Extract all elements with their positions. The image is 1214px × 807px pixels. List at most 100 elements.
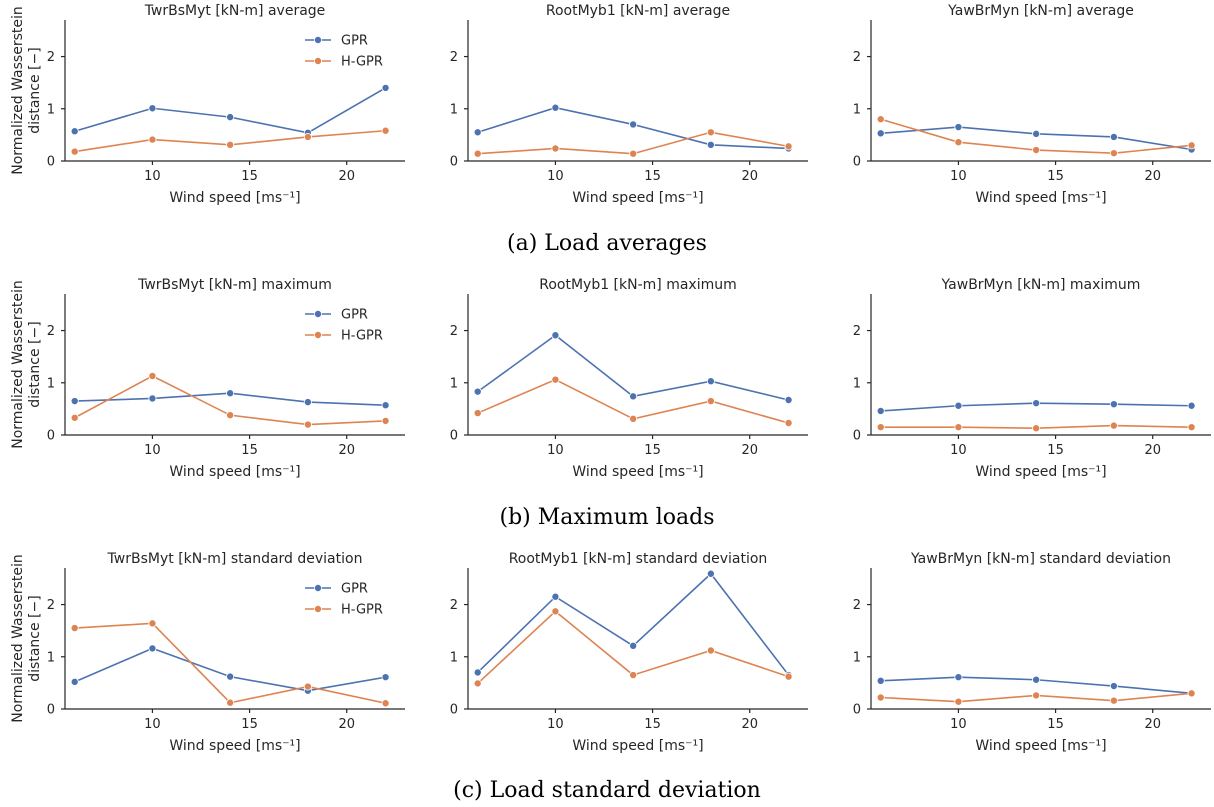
legend-label: H-GPR [341, 603, 383, 618]
data-point-gpr [226, 672, 235, 681]
data-point-h-gpr [303, 682, 312, 691]
chart-title: YawBrMyn [kN-m] maximum [941, 277, 1141, 293]
x-axis-label: Wind speed [ms⁻¹] [572, 738, 703, 754]
x-tick-label: 15 [644, 443, 661, 458]
data-point-gpr [954, 673, 963, 682]
chart-title: TwrBsMyt [kN-m] average [144, 3, 326, 19]
y-tick-label: 2 [47, 598, 55, 613]
data-point-h-gpr [303, 132, 312, 141]
data-point-gpr [148, 394, 157, 403]
x-tick-label: 20 [741, 443, 758, 458]
x-tick-label: 20 [1144, 169, 1161, 184]
x-axis-label: Wind speed [ms⁻¹] [572, 190, 703, 206]
data-point-gpr [70, 397, 79, 406]
legend-label: GPR [341, 308, 368, 323]
data-point-h-gpr [1109, 421, 1118, 430]
data-point-gpr [706, 377, 715, 386]
y-tick-label: 1 [450, 102, 458, 117]
y-tick-label: 2 [450, 324, 458, 339]
data-point-h-gpr [1109, 149, 1118, 158]
data-point-gpr [1032, 675, 1041, 684]
x-tick-label: 15 [1047, 169, 1064, 184]
x-tick-label: 15 [1047, 443, 1064, 458]
x-tick-label: 15 [644, 717, 661, 732]
y-tick-label: 2 [853, 598, 861, 613]
series-line-gpr [477, 572, 790, 676]
x-tick-label: 10 [547, 443, 564, 458]
y-axis-label-line: Normalized Wasserstein [10, 280, 26, 449]
data-point-gpr [148, 104, 157, 113]
chart-panel: YawBrMyn [kN-m] average 0 1 2 10 15 20 Wind spe… [853, 3, 1211, 206]
data-point-h-gpr [148, 371, 157, 380]
data-point-gpr [706, 140, 715, 149]
y-axis-label-line: Normalized Wasserstein [10, 6, 26, 175]
data-point-gpr [876, 676, 885, 685]
y-tick-label: 1 [47, 650, 55, 665]
x-tick-label: 10 [144, 443, 161, 458]
x-axis-label: Wind speed [ms⁻¹] [975, 738, 1106, 754]
data-point-gpr [551, 592, 560, 601]
data-point-h-gpr [381, 126, 390, 135]
series-line-h-gpr [74, 622, 386, 705]
x-tick-label: 10 [144, 717, 161, 732]
data-point-h-gpr [473, 149, 482, 158]
y-tick-label: 1 [853, 102, 861, 117]
data-point-h-gpr [70, 624, 79, 633]
x-tick-label: 15 [241, 443, 258, 458]
chart-title: RootMyb1 [kN-m] average [546, 3, 730, 19]
data-point-h-gpr [148, 619, 157, 628]
data-point-gpr [876, 129, 885, 138]
y-tick-label: 0 [853, 155, 861, 170]
data-point-h-gpr [629, 414, 638, 423]
x-tick-label: 10 [950, 717, 967, 732]
data-point-gpr [1109, 132, 1118, 141]
data-point-gpr [473, 387, 482, 396]
x-tick-label: 20 [1144, 717, 1161, 732]
data-point-gpr [954, 123, 963, 132]
legend-label: H-GPR [341, 329, 383, 344]
subfigure-caption: (b) Maximum loads [500, 505, 715, 530]
y-axis-label-line: distance [−] [27, 321, 43, 407]
data-point-h-gpr [706, 397, 715, 406]
legend-marker-h-gpr [313, 330, 322, 339]
y-tick-label: 0 [450, 155, 458, 170]
y-tick-label: 1 [450, 650, 458, 665]
y-tick-label: 0 [47, 155, 55, 170]
data-point-h-gpr [784, 418, 793, 427]
x-tick-label: 20 [741, 717, 758, 732]
legend-marker-gpr [313, 584, 322, 593]
data-point-gpr [876, 406, 885, 415]
x-tick-label: 10 [144, 169, 161, 184]
data-point-h-gpr [381, 416, 390, 425]
y-tick-label: 2 [450, 50, 458, 65]
chart-panel: TwrBsMyt [kN-m] maximum 0 1 2 10 15 20 Wind spe… [10, 277, 405, 480]
x-tick-label: 15 [241, 717, 258, 732]
data-point-h-gpr [706, 646, 715, 655]
x-tick-label: 20 [338, 717, 355, 732]
data-point-gpr [226, 113, 235, 122]
data-point-gpr [954, 401, 963, 410]
data-point-h-gpr [1032, 691, 1041, 700]
x-tick-label: 20 [741, 169, 758, 184]
x-axis-label: Wind speed [ms⁻¹] [975, 464, 1106, 480]
data-point-gpr [629, 120, 638, 129]
y-tick-label: 2 [47, 324, 55, 339]
y-axis-label-line: distance [−] [27, 595, 43, 681]
y-axis-label: Normalized Wassersteindistance [−] [10, 6, 43, 175]
data-point-gpr [473, 668, 482, 677]
legend-marker-gpr [313, 36, 322, 45]
x-tick-label: 15 [241, 169, 258, 184]
data-point-gpr [381, 83, 390, 92]
y-tick-label: 0 [47, 429, 55, 444]
chart-title: RootMyb1 [kN-m] maximum [539, 277, 737, 293]
data-point-gpr [148, 644, 157, 653]
series-line-gpr [74, 647, 386, 692]
x-tick-label: 15 [644, 169, 661, 184]
x-axis-label: Wind speed [ms⁻¹] [572, 464, 703, 480]
data-point-h-gpr [70, 413, 79, 422]
data-point-h-gpr [1187, 141, 1196, 150]
y-tick-label: 1 [450, 376, 458, 391]
data-point-h-gpr [1032, 424, 1041, 433]
data-point-h-gpr [629, 149, 638, 158]
